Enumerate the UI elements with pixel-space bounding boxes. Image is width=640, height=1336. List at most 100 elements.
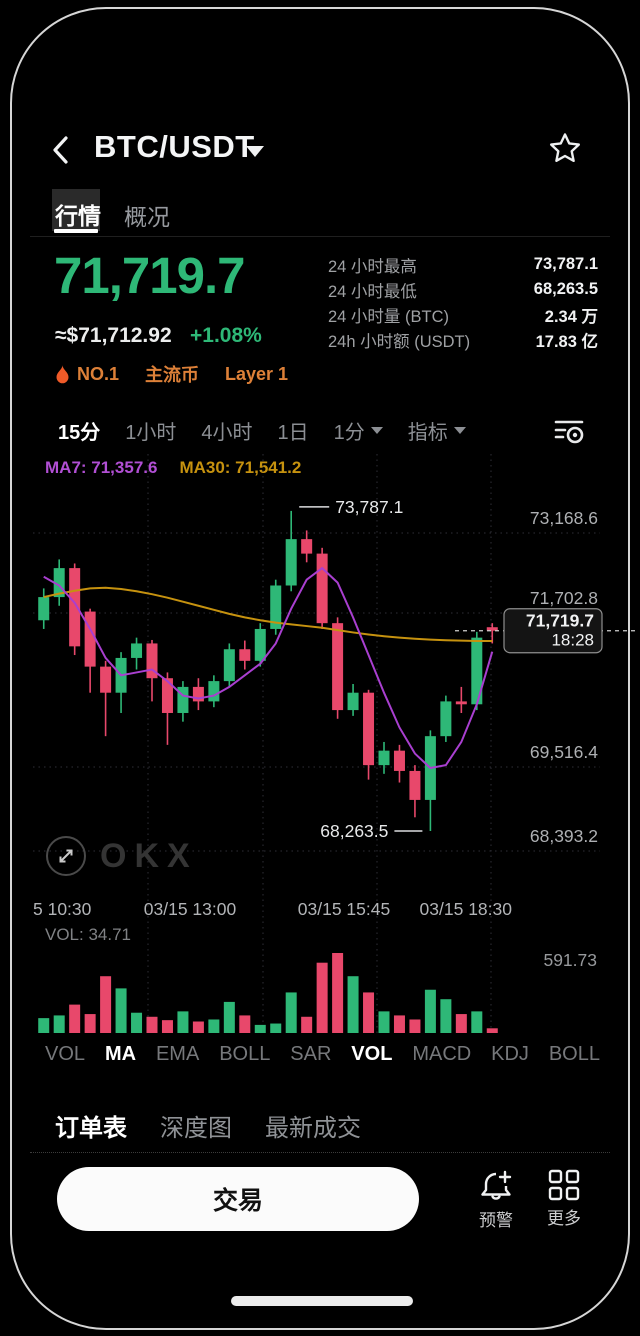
volume-bar	[208, 1019, 220, 1033]
candle	[131, 643, 143, 658]
indicator-tabs: VOL MA EMA BOLL SAR VOL MACD KDJ BOLL	[45, 1043, 600, 1066]
timeframe-more-dropdown[interactable]: 1分	[334, 416, 383, 445]
volume-bar	[69, 1004, 81, 1033]
volume-bar	[424, 989, 436, 1033]
ma7-line	[43, 566, 494, 770]
flame-icon	[56, 364, 69, 383]
tag-mainstream[interactable]: 主流币	[145, 365, 200, 385]
more-action[interactable]: 更多	[538, 1169, 590, 1229]
svg-text:VOL: 34.71: VOL: 34.71	[45, 925, 131, 944]
svg-text:03/15 13:00: 03/15 13:00	[144, 899, 237, 919]
svg-text:71,702.8: 71,702.8	[530, 588, 598, 608]
indicator-vol2[interactable]: VOL	[351, 1043, 393, 1065]
timeframe-more-label: 1分	[333, 422, 365, 444]
tab-depth-chart[interactable]: 深度图	[160, 1115, 232, 1142]
volume-bar	[285, 992, 297, 1033]
volume-bar	[131, 1012, 143, 1033]
indicator-boll[interactable]: BOLL	[219, 1043, 271, 1065]
more-label: 更多	[547, 1209, 581, 1228]
rank-badge[interactable]: NO.1	[55, 364, 119, 385]
volume-bar	[363, 992, 375, 1033]
volume-bar	[455, 1014, 467, 1033]
candle	[161, 678, 173, 713]
favorite-star-icon[interactable]	[548, 131, 582, 165]
change-percent: +1.08%	[190, 324, 262, 347]
timeframe-1d[interactable]: 1日	[277, 422, 309, 444]
ma30-legend: MA30: 71,541.2	[179, 458, 302, 477]
chart-settings-icon[interactable]	[551, 416, 587, 446]
rank-badge-label: NO.1	[77, 363, 120, 384]
x-axis-labels: 5 10:30 03/15 13:00 03/15 15:45 03/15 18:30	[33, 899, 512, 919]
timeframe-1h[interactable]: 1小时	[125, 422, 177, 444]
volume-bar	[53, 1015, 65, 1033]
candle	[393, 750, 405, 771]
tab-overview[interactable]: 概况	[124, 204, 170, 230]
back-icon[interactable]	[50, 134, 72, 166]
candle	[53, 568, 65, 598]
svg-text:73,787.1: 73,787.1	[335, 497, 403, 517]
candle	[100, 666, 112, 693]
candle	[223, 649, 235, 682]
volume-bar	[146, 1016, 158, 1033]
volume-bar	[161, 1020, 173, 1033]
candle	[440, 701, 452, 737]
pair-title[interactable]: BTC/USDT	[94, 129, 255, 164]
candle	[471, 637, 483, 705]
stat-row-high: 24 小时最高 73,787.1	[328, 252, 598, 277]
indicator-boll2[interactable]: BOLL	[548, 1043, 600, 1065]
chart-watermark: OKX	[46, 836, 198, 876]
timeframe-row: 15分 1小时 4小时 1日 1分 指标	[58, 416, 466, 445]
tab-quotes[interactable]: 行情	[55, 203, 101, 229]
indicator-dropdown[interactable]: 指标	[408, 416, 466, 445]
trade-button[interactable]: 交易	[57, 1167, 419, 1231]
stats-panel: 24 小时最高 73,787.1 24 小时最低 68,263.5 24 小时量…	[328, 252, 598, 352]
stat-label: 24 小时量 (BTC)	[328, 307, 450, 326]
tab-order-book[interactable]: 订单表	[55, 1115, 127, 1142]
pair-dropdown-caret-icon[interactable]	[246, 146, 264, 157]
svg-text:18:28: 18:28	[551, 631, 594, 650]
candle	[378, 750, 390, 766]
high-label: 73,787.1	[299, 497, 403, 517]
volume-bar	[84, 1014, 96, 1033]
timeframe-4h[interactable]: 4小时	[201, 422, 253, 444]
indicator-sar[interactable]: SAR	[290, 1043, 332, 1065]
svg-text:68,393.2: 68,393.2	[530, 826, 598, 846]
volume-bar	[192, 1021, 204, 1033]
expand-arrows-icon	[59, 849, 73, 863]
stat-value: 73,787.1	[533, 255, 598, 273]
grid-more-icon	[548, 1169, 580, 1201]
stat-row-volume-btc: 24 小时量 (BTC) 2.34 万	[328, 302, 598, 327]
svg-text:73,168.6: 73,168.6	[530, 508, 598, 528]
usd-approx-price: ≈$71,712.92	[55, 324, 172, 347]
stat-label: 24 小时最高	[328, 257, 417, 276]
indicator-ma[interactable]: MA	[104, 1043, 137, 1065]
stat-value: 2.34 万	[544, 307, 598, 326]
volume-bar	[486, 1028, 498, 1033]
volume-bar	[100, 976, 112, 1033]
indicator-vol[interactable]: VOL	[45, 1043, 86, 1065]
volume-bar	[316, 962, 328, 1033]
indicator-macd[interactable]: MACD	[412, 1043, 472, 1065]
svg-text:5 10:30: 5 10:30	[33, 899, 92, 919]
indicator-ema[interactable]: EMA	[155, 1043, 200, 1065]
alert-action[interactable]: 预警	[468, 1169, 524, 1231]
last-price: 71,719.7	[54, 247, 246, 304]
expand-chart-button[interactable]	[46, 836, 86, 876]
timeframe-15m[interactable]: 15分	[58, 422, 101, 444]
tab-latest-trades[interactable]: 最新成交	[265, 1115, 361, 1142]
volume-bar	[440, 999, 452, 1033]
candle	[455, 701, 467, 705]
indicator-dropdown-label: 指标	[407, 422, 448, 444]
volume-bar	[115, 988, 127, 1033]
volume-bar	[301, 1016, 313, 1033]
chevron-down-icon	[453, 427, 466, 434]
kline-chart[interactable]: 73,787.1 68,263.5 73,168.6 71,702.8 69,516.4…	[0, 448, 640, 1040]
indicator-kdj[interactable]: KDJ	[491, 1043, 529, 1065]
stat-row-low: 24 小时最低 68,263.5	[328, 277, 598, 302]
tag-layer1[interactable]: Layer 1	[225, 363, 289, 384]
volume-bar	[239, 1015, 251, 1033]
orderbook-tabs: 订单表 深度图 最新成交	[55, 1108, 361, 1143]
volume-labels: VOL: 34.71 591.73	[45, 925, 597, 970]
stat-value: 17.83 亿	[535, 332, 598, 351]
okx-logo: OKX	[100, 836, 198, 875]
